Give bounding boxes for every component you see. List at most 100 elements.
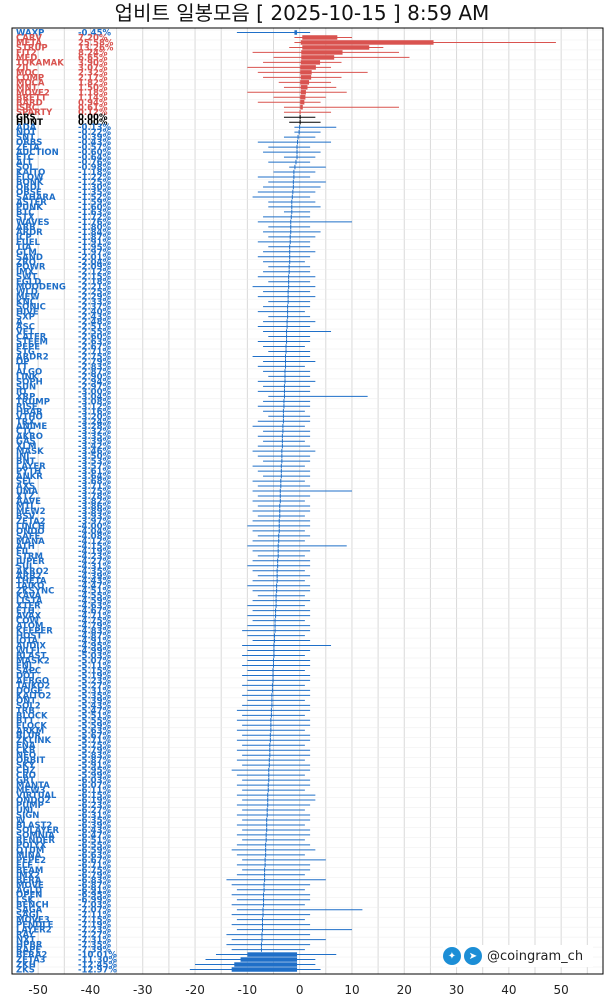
row-name: ADA xyxy=(16,123,37,133)
body-hbar xyxy=(282,409,284,414)
row-pct: -6.67% xyxy=(78,856,111,866)
row-pct: -1.59% xyxy=(78,198,111,208)
row-pct: -2.87% xyxy=(78,367,111,377)
row-name: RAY xyxy=(16,931,35,941)
row-pct: -5.71% xyxy=(78,736,111,746)
row-name: MASK2 xyxy=(16,656,50,666)
row-pct: -4.35% xyxy=(78,567,111,577)
row-pct: -5.07% xyxy=(78,656,111,666)
row-pct: -6.87% xyxy=(78,881,111,891)
body-alt xyxy=(295,159,297,165)
row-pct: -5.79% xyxy=(78,746,111,756)
row-name: CTC xyxy=(16,427,34,437)
body-trump xyxy=(283,399,285,404)
row-pct: -6.43% xyxy=(78,826,111,836)
body-mina xyxy=(265,852,267,858)
row-pct: -3.68% xyxy=(78,477,111,487)
row-name: QTUM xyxy=(16,846,44,856)
body-mew3 xyxy=(267,787,269,793)
row-pct: -5.43% xyxy=(78,701,111,711)
row-name: BERA xyxy=(16,876,42,886)
row-pct: -5.19% xyxy=(78,671,111,681)
row-name: XLM xyxy=(16,442,36,452)
row-pct: -5.59% xyxy=(78,721,111,731)
x-tick-label: -30 xyxy=(133,983,153,997)
row-name: PEPE2 xyxy=(16,856,46,866)
body-sparty xyxy=(299,109,301,115)
body-sol xyxy=(294,164,296,170)
row-pct: -0.57% xyxy=(78,143,111,153)
body-ardr xyxy=(290,229,292,235)
body-avax xyxy=(275,613,277,618)
body-imx2 xyxy=(264,872,266,878)
body-zklink xyxy=(269,737,271,743)
body-brett xyxy=(300,95,306,100)
row-name: LAYER2 xyxy=(16,926,52,936)
row-pct: -2.48% xyxy=(78,318,111,328)
row-pct: -5.83% xyxy=(78,751,111,761)
body-sand xyxy=(289,254,291,260)
row-name: BENCH xyxy=(16,901,49,911)
row-pct: -3.61% xyxy=(78,467,111,477)
row-name: LAYER xyxy=(16,462,46,472)
body-sol2 xyxy=(271,703,273,708)
row-name: XTER xyxy=(16,602,41,612)
row-pct: -2.33% xyxy=(78,298,111,308)
body-bsv xyxy=(279,513,281,519)
row-pct: -2.55% xyxy=(78,328,111,338)
row-pct: -2.79% xyxy=(78,357,111,367)
row-pct: 3.07% xyxy=(78,63,108,73)
row-pct: -3.24% xyxy=(78,417,111,427)
body-a xyxy=(286,319,288,324)
credit-handle: @coingram_ch xyxy=(487,948,584,964)
body-asc xyxy=(286,324,288,329)
body-strup xyxy=(302,45,370,50)
body-tt xyxy=(285,364,287,369)
body-move2 xyxy=(300,90,306,95)
x-tick-label: 30 xyxy=(449,983,464,997)
body-keeper xyxy=(274,628,276,633)
row-name: SAPC xyxy=(16,666,41,676)
body-xrp xyxy=(283,394,285,399)
row-pct: -12.45% xyxy=(78,961,117,971)
row-name: UMA xyxy=(16,487,38,497)
row-name: OPEN xyxy=(16,891,42,901)
row-name: CARV xyxy=(16,33,42,43)
body-akro xyxy=(281,433,283,439)
row-pct: 1.50% xyxy=(78,83,108,93)
row-pct: -4.31% xyxy=(78,562,111,572)
body-zksync xyxy=(276,588,278,593)
row-name: TRUMP xyxy=(16,397,50,407)
row-pct: -2.43% xyxy=(78,313,111,323)
row-pct: -7.03% xyxy=(78,901,111,911)
row-name: FLOCK xyxy=(16,721,47,731)
row-pct: -2.29% xyxy=(78,293,111,303)
row-pct: 1.14% xyxy=(78,93,108,103)
row-pct: -0.43% xyxy=(78,138,111,148)
row-name: STRUP xyxy=(16,43,48,53)
row-pct: -1.18% xyxy=(78,168,111,178)
row-pct: -3.46% xyxy=(78,447,111,457)
row-name: BERA2 xyxy=(16,951,47,961)
row-pct: -0.64% xyxy=(78,153,111,163)
row-pct: -2.75% xyxy=(78,352,111,362)
body-somnia xyxy=(265,832,267,838)
row-pct: -4.04% xyxy=(78,527,111,537)
body-move xyxy=(263,882,265,888)
row-name: CATER xyxy=(16,333,47,343)
row-name: ONDO2 xyxy=(16,796,51,806)
row-pct: -6.15% xyxy=(78,791,111,801)
row-pct: -5.51% xyxy=(78,711,111,721)
row-pct: -10.01% xyxy=(78,951,117,961)
row-pct: 7.20% xyxy=(78,33,108,43)
row-name: BLAST2 xyxy=(16,821,52,831)
row-pct: 25.58% xyxy=(78,38,114,48)
row-name: NXT xyxy=(16,936,36,946)
row-name: GLM xyxy=(16,248,37,258)
body-layer2 xyxy=(261,927,263,932)
row-pct: -6.99% xyxy=(78,896,111,906)
x-tick-label: 40 xyxy=(501,983,516,997)
row-pct: -4.79% xyxy=(78,622,111,632)
body-fil xyxy=(277,548,279,554)
row-name: RENDER xyxy=(16,836,55,846)
